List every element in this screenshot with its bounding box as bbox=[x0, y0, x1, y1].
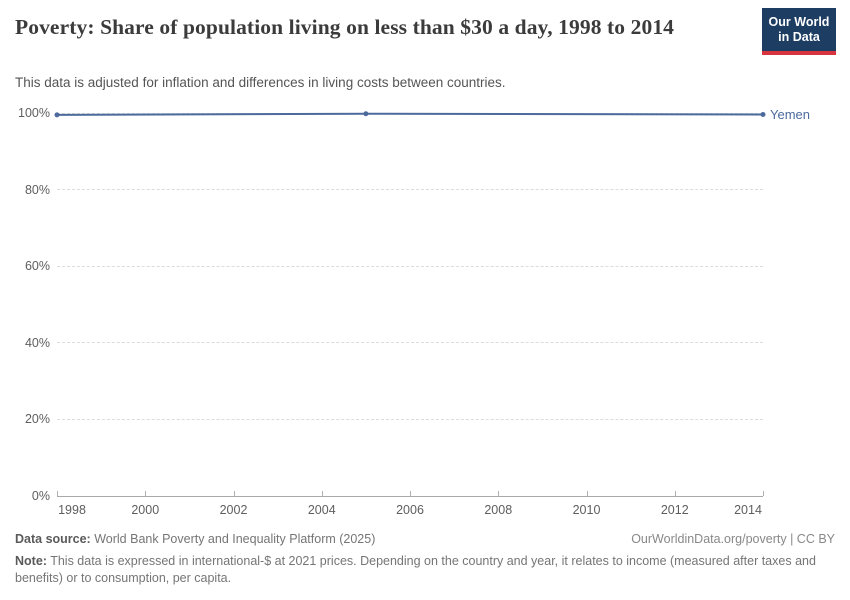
data-point-marker bbox=[54, 112, 60, 118]
x-tick bbox=[233, 491, 235, 496]
owid-logo: Our World in Data bbox=[762, 8, 836, 55]
note-label: Note: bbox=[15, 554, 47, 568]
data-source-text: World Bank Poverty and Inequality Platfo… bbox=[94, 532, 376, 546]
owid-logo-line2: in Data bbox=[778, 30, 820, 44]
gridline bbox=[57, 418, 763, 420]
x-tick-label: 2006 bbox=[396, 503, 424, 517]
x-tick bbox=[145, 491, 147, 496]
x-tick bbox=[763, 491, 764, 496]
y-tick-label: 0% bbox=[31, 489, 50, 503]
gridline bbox=[57, 189, 763, 191]
x-tick bbox=[410, 491, 411, 496]
data-line bbox=[56, 112, 764, 116]
x-tick-label: 2000 bbox=[131, 503, 160, 517]
x-tick-label: 2012 bbox=[660, 503, 689, 517]
data-point-marker bbox=[760, 112, 766, 118]
data-source-label: Data source: bbox=[15, 532, 91, 546]
x-tick-label: 2014 bbox=[734, 503, 762, 517]
x-tick bbox=[586, 491, 588, 496]
owid-citation-link[interactable]: OurWorldinData.org/poverty | CC BY bbox=[631, 532, 835, 546]
x-tick-label: 2004 bbox=[307, 503, 336, 517]
y-tick-label: 100% bbox=[18, 106, 50, 120]
y-tick-label: 80% bbox=[24, 182, 50, 197]
note-text: This data is expressed in international-… bbox=[15, 554, 816, 585]
data-point-marker bbox=[363, 111, 369, 117]
x-tick-label: 2008 bbox=[484, 503, 513, 517]
y-tick-label: 60% bbox=[24, 259, 50, 274]
x-tick-label: 2010 bbox=[572, 503, 601, 517]
series-label-yemen[interactable]: Yemen bbox=[770, 106, 810, 122]
x-tick bbox=[498, 491, 500, 496]
x-tick bbox=[57, 491, 58, 496]
x-tick-label: 2002 bbox=[219, 503, 248, 517]
data-source-line: Data source: World Bank Poverty and Ineq… bbox=[15, 532, 375, 546]
x-axis-line bbox=[57, 495, 763, 497]
y-tick-label: 40% bbox=[24, 335, 50, 350]
owid-logo-line1: Our World bbox=[768, 15, 830, 29]
chart-subtitle: This data is adjusted for inflation and … bbox=[15, 75, 506, 90]
x-tick-label: 1998 bbox=[58, 503, 86, 517]
gridline bbox=[57, 265, 763, 267]
y-tick-label: 20% bbox=[24, 412, 50, 427]
x-tick bbox=[321, 491, 323, 496]
footer-note: Note: This data is expressed in internat… bbox=[15, 553, 830, 587]
page-title: Poverty: Share of population living on l… bbox=[15, 15, 675, 39]
x-tick bbox=[674, 491, 676, 496]
gridline bbox=[57, 342, 763, 344]
